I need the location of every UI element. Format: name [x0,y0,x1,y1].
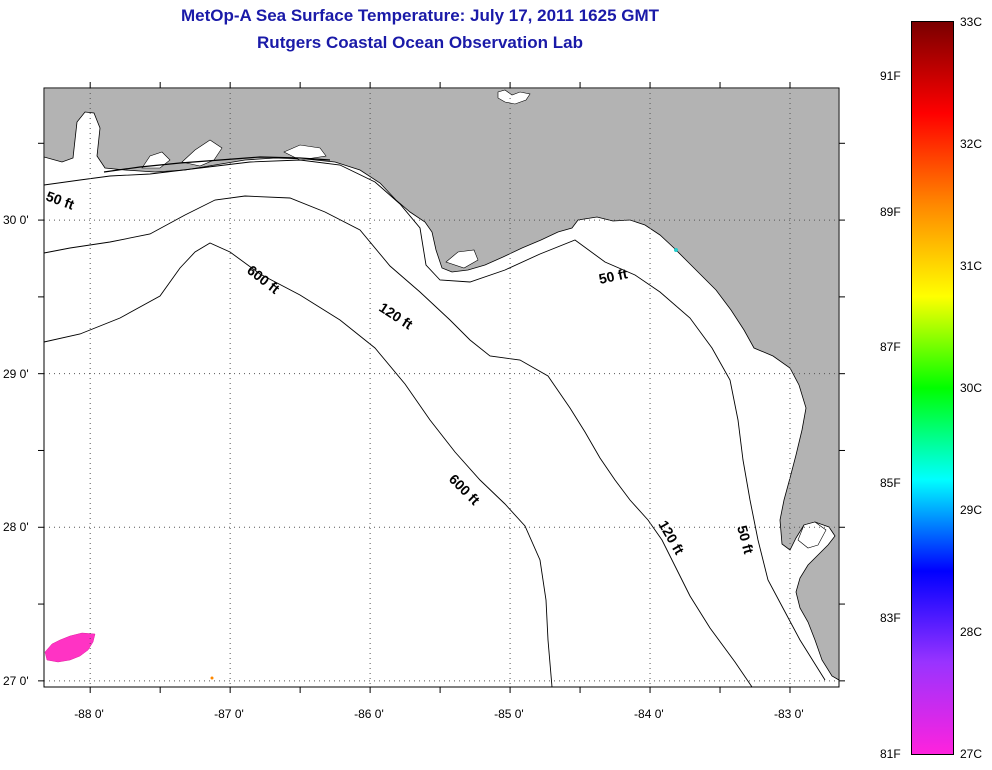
sst-patch [44,632,96,663]
map-title: MetOp-A Sea Surface Temperature: July 17… [180,6,660,25]
lon-tick-label: -83 0' [774,707,804,721]
bay-feature [797,521,827,549]
colorbar-fahrenheit-label: 89F [880,204,901,219]
lon-tick-label: -88 0' [74,707,104,721]
isobath-120ft [43,195,753,688]
colorbar-fahrenheit-label: 91F [880,69,901,83]
colorbar-celsius-label: 32C [960,137,983,151]
bay-feature [283,144,327,161]
bay-feature [141,151,171,169]
lake-feature [497,89,531,105]
colorbar-celsius-label: 28C [960,625,983,639]
colorbar-celsius-label: 30C [960,381,983,395]
colorbar-celsius-label: 33C [960,15,983,29]
colorbar-celsius-label: 29C [960,503,983,517]
isobath-50ft [43,159,826,681]
lat-tick-label: 30 0' [3,213,29,228]
sst-speck [210,676,214,680]
colorbar-fahrenheit-label: 81F [880,747,901,761]
sst-speck [674,248,678,252]
lon-tick-label: -84 0' [634,707,664,721]
lon-tick-label: -86 0' [354,707,384,721]
land-mass [43,87,840,681]
lon-tick-label: -87 0' [214,707,244,721]
bay-feature [445,249,479,269]
colorbar-celsius-label: 31C [960,259,983,273]
lat-tick-label: 29 0' [3,366,29,381]
isobath-600ft [43,242,553,688]
lat-tick-label: 28 0' [3,520,29,535]
colorbar-fahrenheit-label: 87F [880,340,901,355]
colorbar-celsius-label: 27C [960,747,983,761]
lat-tick-label: 27 0' [3,673,29,688]
colorbar-fahrenheit-label: 83F [880,611,901,626]
barrier-island [103,156,331,173]
colorbar-fahrenheit-label: 85F [880,475,901,490]
temperature-colorbar [911,21,954,755]
map-subtitle: Rutgers Coastal Ocean Observation Lab [257,33,583,52]
isobath-label: 50 ft [597,265,629,287]
isobath-label: 50 ft [734,524,757,556]
bay-feature [181,139,223,167]
lon-tick-label: -85 0' [494,707,524,721]
